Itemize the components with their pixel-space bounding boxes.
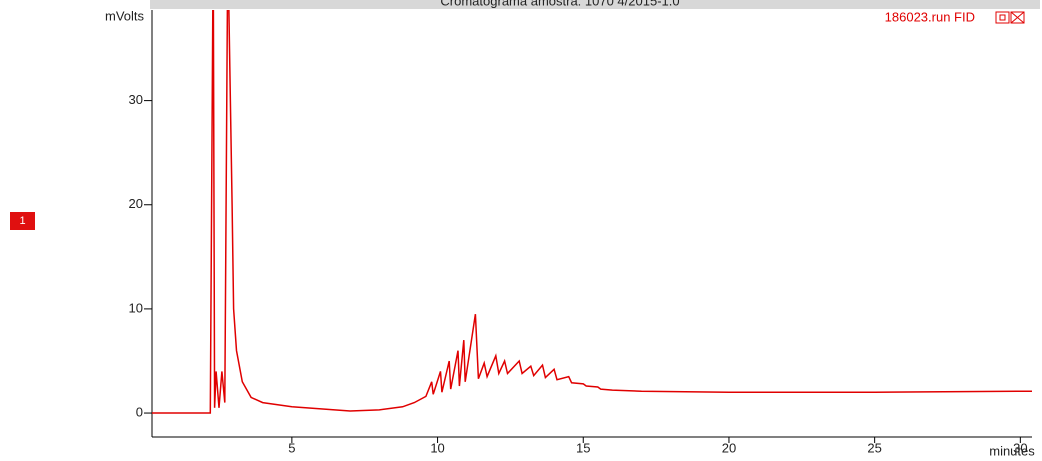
marker-box[interactable]: [10, 212, 35, 230]
restore-icon: [999, 14, 1006, 21]
x-tick-label: 25: [867, 440, 881, 455]
y-tick-label: 30: [129, 92, 143, 107]
y-axis-label: mVolts: [105, 8, 145, 23]
trace: [152, 10, 1032, 414]
x-axis-label: minutes: [989, 443, 1035, 458]
run-label: 186023.run FID: [885, 9, 975, 24]
x-tick-label: 30: [1013, 440, 1027, 455]
chart-title: Cromatograma amostra: 1070 4/2015-1.0: [440, 0, 679, 8]
y-tick-label: 10: [129, 300, 143, 315]
x-tick-label: 10: [430, 440, 444, 455]
x-tick-label: 20: [722, 440, 736, 455]
x-tick-label: 5: [288, 440, 295, 455]
y-tick-label: 0: [136, 404, 143, 419]
restore-button[interactable]: [995, 11, 1010, 24]
y-tick-label: 20: [129, 196, 143, 211]
marker-label: 1: [19, 215, 25, 227]
close-icon: [1010, 11, 1025, 24]
x-tick-label: 15: [576, 440, 590, 455]
close-button[interactable]: [1010, 11, 1025, 24]
title-bar: [150, 0, 1040, 9]
